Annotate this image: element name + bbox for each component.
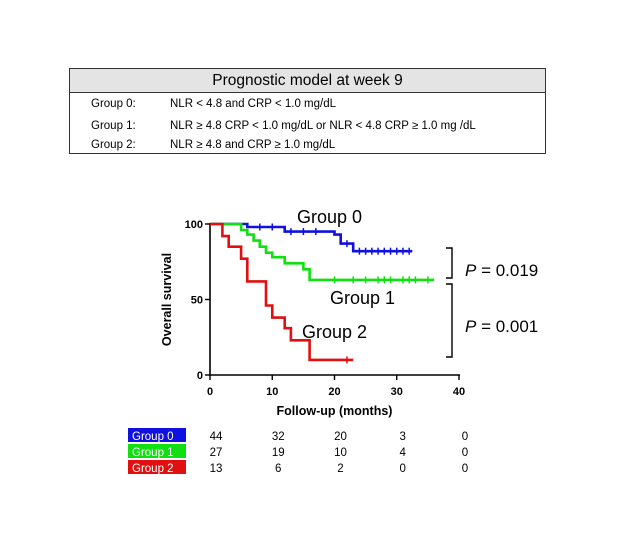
p-symbol: P [465, 317, 477, 336]
risk-row-label-2: Group 2 [132, 463, 174, 475]
series-label-2: Group 2 [302, 322, 367, 342]
risk-count: 6 [275, 463, 281, 475]
model-row-definition: NLR ≥ 4.8 and CRP ≥ 1.0 mg/dL [170, 139, 336, 151]
chart-axes: 0 10 20 30 40 0 50 100 Follow-up (months) Overall… [160, 219, 465, 418]
model-row-group-label: Group 0: [91, 98, 136, 110]
risk-count: 0 [462, 431, 468, 443]
comparison-bracket-0 [446, 247, 453, 279]
risk-count: 3 [400, 431, 406, 443]
p-symbol: P [465, 261, 477, 280]
survival-curve-2 [210, 222, 354, 362]
risk-count: 0 [462, 463, 468, 475]
risk-row-color-box-2 [128, 460, 186, 474]
series-group-1 [210, 222, 435, 284]
model-title: Prognostic model at week 9 [70, 69, 545, 93]
y-tick-label: 0 [197, 370, 203, 382]
risk-row-color-box-1 [128, 444, 186, 458]
survival-curve-1 [210, 222, 435, 282]
survival-curve-0 [210, 222, 413, 253]
x-axis-label: Follow-up (months) [277, 404, 393, 418]
comparison-bracket-1 [446, 283, 453, 358]
x-tick-label: 0 [207, 386, 213, 398]
risk-row-label-1: Group 1 [132, 447, 174, 459]
y-axis-label: Overall survival [160, 253, 174, 346]
risk-count: 0 [462, 447, 468, 459]
series-group-2 [210, 222, 354, 364]
risk-count: 13 [210, 463, 223, 475]
p-value: = 0.001 [476, 317, 538, 336]
risk-row-label-0: Group 0 [132, 431, 174, 443]
survival-curves [210, 222, 435, 364]
model-row-group-label: Group 1: [91, 120, 136, 132]
risk-count: 19 [272, 447, 285, 459]
x-tick-label: 20 [328, 386, 340, 398]
risk-count: 0 [400, 463, 406, 475]
risk-row-color-box-0 [128, 428, 186, 442]
x-tick-label: 10 [266, 386, 278, 398]
model-row-definition: NLR < 4.8 and CRP < 1.0 mg/dL [170, 98, 336, 110]
risk-count: 20 [334, 431, 347, 443]
risk-count: 44 [210, 431, 223, 443]
series-label-1: Group 1 [330, 288, 395, 308]
prognostic-model-table: Prognostic model at week 9 Group 0: NLR … [69, 68, 546, 154]
risk-count: 32 [272, 431, 285, 443]
y-tick-label: 50 [191, 295, 203, 307]
model-row-definition: NLR ≥ 4.8 CRP < 1.0 mg/dL or NLR < 4.8 C… [170, 120, 476, 132]
risk-count: 4 [400, 447, 407, 459]
risk-count: 27 [210, 447, 223, 459]
p-value: = 0.019 [476, 261, 538, 280]
p-value-label-1: P = 0.001 [465, 317, 538, 336]
risk-count: 10 [334, 447, 347, 459]
y-tick-label: 100 [185, 219, 203, 231]
risk-count: 2 [337, 463, 343, 475]
model-row-group-label: Group 2: [91, 139, 136, 151]
series-group-0 [210, 222, 413, 255]
x-tick-label: 30 [391, 386, 403, 398]
series-label-0: Group 0 [297, 207, 362, 227]
p-value-label-0: P = 0.019 [465, 261, 538, 280]
x-tick-label: 40 [453, 386, 465, 398]
